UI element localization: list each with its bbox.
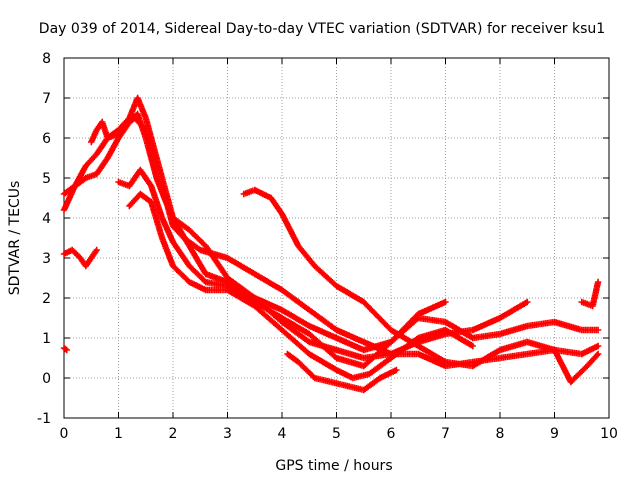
series-track-d xyxy=(115,166,449,370)
series-markers xyxy=(60,246,100,270)
series-markers xyxy=(284,350,400,394)
y-tick-label: 6 xyxy=(42,131,51,147)
x-tick-labels: 0 1 2 3 4 5 6 7 8 9 10 xyxy=(60,426,618,442)
axis-ticks xyxy=(63,57,610,419)
series-track-g xyxy=(284,350,400,394)
series-markers xyxy=(578,278,602,310)
y-tick-label: 2 xyxy=(42,291,51,307)
chart-title: Day 039 of 2014, Sidereal Day-to-day VTE… xyxy=(39,21,605,37)
x-tick-label: 6 xyxy=(387,426,396,442)
series-markers xyxy=(60,344,70,354)
y-tick-label: -1 xyxy=(37,411,51,427)
series-track-f xyxy=(240,186,602,386)
y-tick-label: 7 xyxy=(42,91,51,107)
y-axis-label: SDTVAR / TECUs xyxy=(7,181,23,296)
y-tick-label: 1 xyxy=(42,331,51,347)
x-tick-label: 4 xyxy=(278,426,287,442)
x-tick-label: 7 xyxy=(441,426,450,442)
x-tick-label: 0 xyxy=(60,426,69,442)
series-markers xyxy=(240,186,602,386)
y-tick-label: 3 xyxy=(42,251,51,267)
x-tick-label: 3 xyxy=(223,426,232,442)
data-series xyxy=(60,94,602,394)
x-tick-label: 2 xyxy=(169,426,178,442)
x-tick-label: 1 xyxy=(114,426,123,442)
y-tick-labels: -1 0 1 2 3 4 5 6 7 8 xyxy=(37,51,51,427)
y-tick-label: 0 xyxy=(42,371,51,387)
y-tick-label: 5 xyxy=(42,171,51,187)
x-tick-label: 8 xyxy=(496,426,505,442)
y-tick-label: 4 xyxy=(42,211,51,227)
series-track-j xyxy=(60,344,70,354)
series-markers xyxy=(126,190,476,382)
series-track-i xyxy=(578,278,602,310)
x-tick-label: 9 xyxy=(550,426,559,442)
x-tick-label: 5 xyxy=(332,426,341,442)
series-track-e xyxy=(126,190,476,382)
x-axis-label: GPS time / hours xyxy=(275,458,392,474)
y-tick-label: 8 xyxy=(42,51,51,67)
series-track-h xyxy=(60,246,100,270)
series-markers xyxy=(115,166,449,370)
x-tick-label: 10 xyxy=(600,426,618,442)
